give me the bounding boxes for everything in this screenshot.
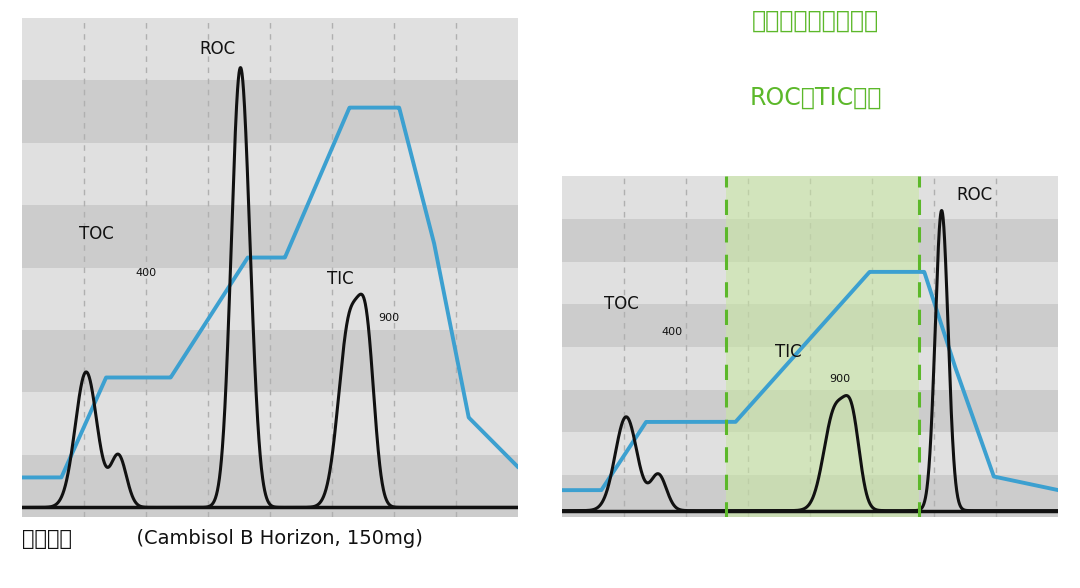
Text: TIC: TIC — [775, 343, 801, 360]
Text: 土壤样品: 土壤样品 — [22, 529, 71, 549]
Bar — [562, 390, 1058, 432]
Text: TIC: TIC — [327, 269, 354, 288]
Bar — [562, 262, 1058, 305]
Bar — [22, 18, 518, 80]
Text: 载气切换获得良好的: 载气切换获得良好的 — [752, 9, 879, 33]
Text: ROC: ROC — [200, 39, 235, 58]
Text: 400: 400 — [661, 327, 683, 337]
Bar — [22, 80, 518, 142]
Text: (Cambisol B Horizon, 150mg): (Cambisol B Horizon, 150mg) — [124, 529, 423, 548]
Bar — [22, 142, 518, 205]
Bar — [562, 347, 1058, 390]
Bar — [22, 330, 518, 393]
Bar — [562, 219, 1058, 262]
Text: 900: 900 — [828, 375, 850, 385]
Text: 400: 400 — [136, 268, 157, 278]
Bar — [22, 268, 518, 330]
Bar — [22, 205, 518, 268]
Text: TOC: TOC — [604, 295, 638, 313]
Bar — [562, 475, 1058, 517]
Text: ROC: ROC — [957, 186, 993, 203]
Text: TOC: TOC — [79, 225, 113, 242]
Bar — [22, 393, 518, 455]
Text: 900: 900 — [378, 312, 399, 322]
Bar — [562, 176, 1058, 219]
Text: ROC和TIC分离: ROC和TIC分离 — [750, 85, 881, 109]
Bar — [22, 455, 518, 517]
Bar — [562, 432, 1058, 475]
Bar — [726, 176, 919, 517]
Bar — [562, 305, 1058, 347]
